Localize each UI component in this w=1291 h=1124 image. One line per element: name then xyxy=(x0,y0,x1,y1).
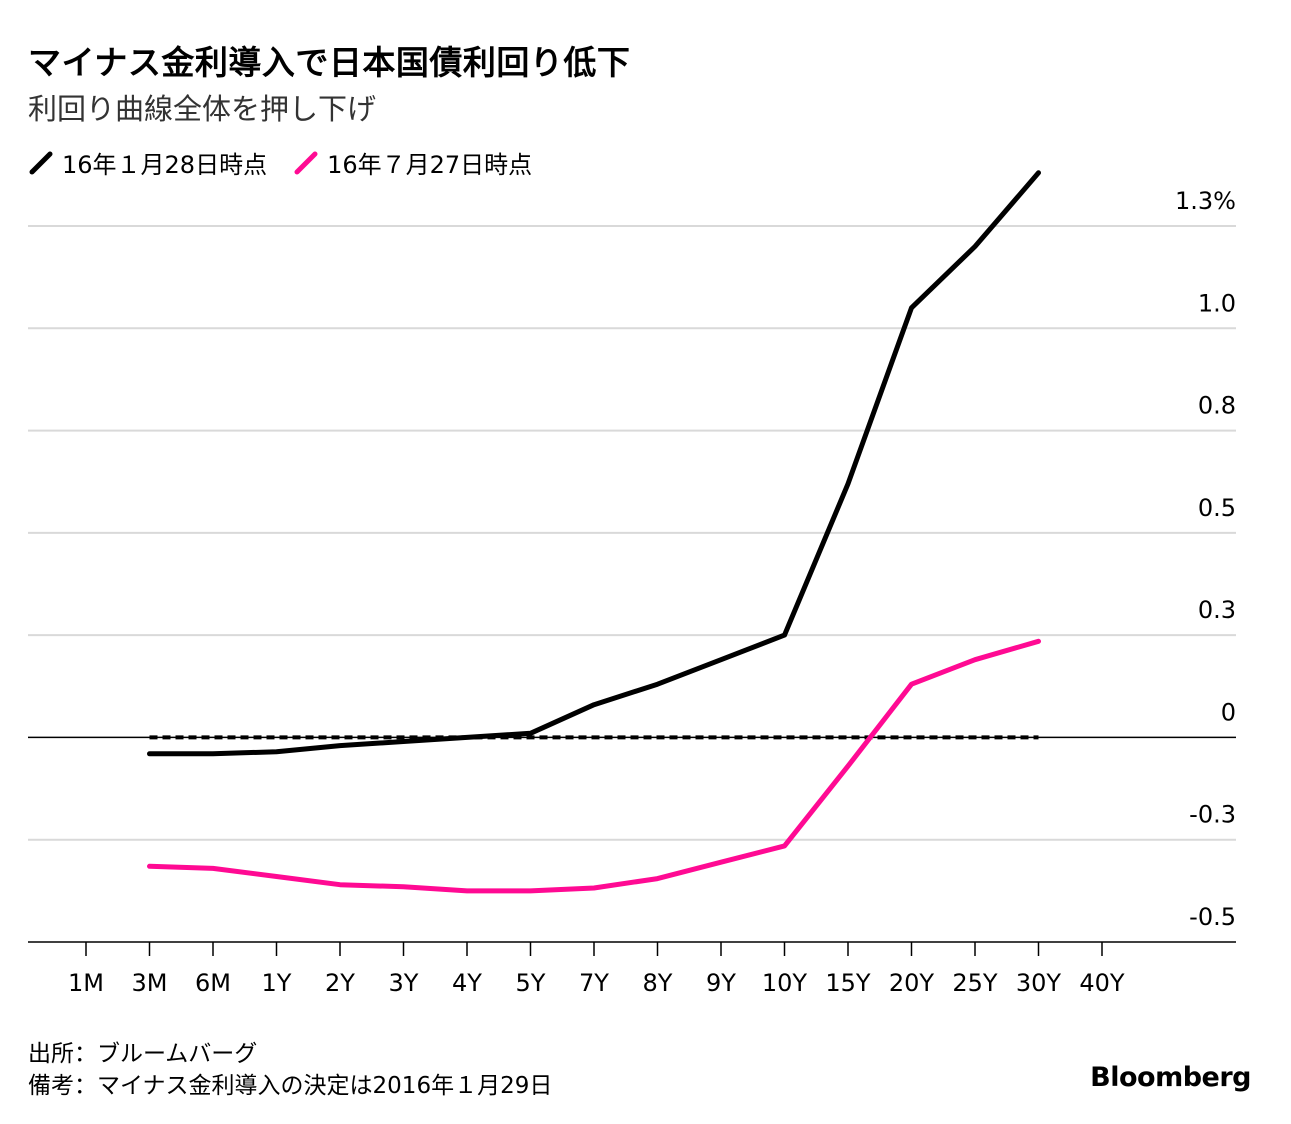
legend-item-series-2: 16年７月27日時点 xyxy=(293,145,532,180)
x-tick-label: 9Y xyxy=(706,969,736,997)
x-tick-label: 5Y xyxy=(516,969,546,997)
x-tick-label: 20Y xyxy=(889,969,935,997)
x-tick-label: 1M xyxy=(68,969,104,997)
y-tick-label: 1.3% xyxy=(1175,187,1236,215)
x-tick-label: 15Y xyxy=(825,969,871,997)
legend: 16年１月28日時点 16年７月27日時点 xyxy=(28,145,558,180)
y-tick-label: -0.3 xyxy=(1189,801,1236,829)
x-tick-label: 25Y xyxy=(952,969,998,997)
y-tick-label: -0.5 xyxy=(1189,903,1236,931)
legend-swatch-series-2 xyxy=(294,151,318,174)
y-tick-label: 0.8 xyxy=(1198,392,1236,420)
legend-swatch-line-1 xyxy=(29,151,53,174)
x-tick-label: 4Y xyxy=(452,969,482,997)
y-tick-label: 0.5 xyxy=(1198,494,1236,522)
x-tick-label: 3Y xyxy=(389,969,419,997)
x-tick-label: 3M xyxy=(132,969,168,997)
x-tick-label: 1Y xyxy=(262,969,292,997)
y-tick-label: 0.3 xyxy=(1198,596,1236,624)
x-tick-label: 8Y xyxy=(643,969,673,997)
legend-swatch-line-2 xyxy=(294,151,318,174)
y-tick-label: 0 xyxy=(1221,698,1236,726)
x-tick-label: 6M xyxy=(195,969,231,997)
legend-swatch-series-1 xyxy=(29,151,53,174)
chart-subtitle: 利回り曲線全体を押し下げ xyxy=(28,92,377,126)
remark-note: 備考：マイナス金利導入の決定は2016年１月29日 xyxy=(28,1073,553,1099)
chart-title: マイナス金利導入で日本国債利回り低下 xyxy=(28,43,631,82)
y-tick-label: 1.0 xyxy=(1198,289,1236,317)
x-tick-label: 2Y xyxy=(325,969,355,997)
x-tick-label: 10Y xyxy=(762,969,808,997)
x-tick-label: 40Y xyxy=(1079,969,1125,997)
series-line-1 xyxy=(147,170,1041,757)
x-tick-label: 7Y xyxy=(579,969,609,997)
legend-item-series-1: 16年１月28日時点 xyxy=(28,145,267,180)
legend-label-series-2: 16年７月27日時点 xyxy=(327,151,533,179)
legend-label-series-1: 16年１月28日時点 xyxy=(62,151,268,179)
series-line-2 xyxy=(147,638,1041,894)
x-tick-label: 30Y xyxy=(1016,969,1062,997)
source-note: 出所：ブルームバーグ xyxy=(28,1041,258,1067)
footer: 出所：ブルームバーグ 備考：マイナス金利導入の決定は2016年１月29日 xyxy=(28,1038,552,1102)
brand-logo: Bloomberg xyxy=(1090,1062,1251,1093)
